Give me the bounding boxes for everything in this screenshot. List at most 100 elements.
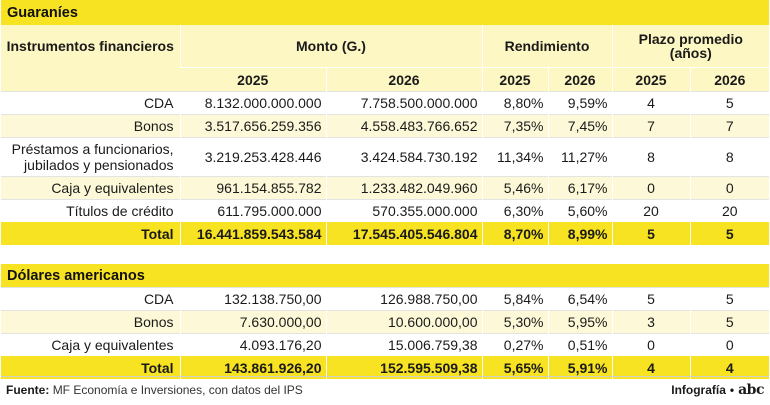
total-row: Total 143.861.926,20 152.595.509,38 5,65… — [1, 356, 770, 379]
dolares-section-header: Dólares americanos — [1, 264, 770, 288]
row-label: Préstamos a funcionarios, jubilados y pe… — [1, 137, 180, 177]
row-label: CDA — [1, 287, 180, 311]
yield-2026: 7,45% — [547, 114, 612, 138]
source-note: Fuente: MF Economía e Inversiones, con d… — [6, 383, 303, 397]
term-2025: 4 — [611, 91, 690, 115]
total-amount-2026: 17.545.405.546.804 — [325, 222, 482, 245]
dolares-table: Dólares americanos CDA 132.138.750,00 12… — [1, 264, 770, 379]
total-amount-2026: 152.595.509,38 — [325, 356, 482, 379]
footer-divider — [1, 376, 769, 377]
term-2025: 3 — [611, 310, 690, 334]
row-label: Caja y equivalentes — [1, 333, 180, 356]
total-label: Total — [1, 222, 180, 245]
yield-2026: 6,54% — [547, 287, 612, 311]
row-label: Títulos de crédito — [1, 199, 180, 222]
total-yield-2025: 5,65% — [481, 356, 548, 379]
col-term-header: Plazo promedio (años) — [611, 25, 770, 68]
year-header: 2025 — [180, 67, 326, 92]
yield-2025: 0,27% — [481, 333, 548, 356]
credit: Infografía • abc — [671, 382, 764, 398]
row-label: Bonos — [1, 114, 180, 138]
yield-2025: 11,34% — [481, 137, 548, 177]
amount-2026: 4.558.483.766.652 — [325, 114, 482, 138]
yield-2026: 5,95% — [547, 310, 612, 334]
yield-2026: 9,59% — [547, 91, 612, 115]
amount-2025: 3.517.656.259.356 — [179, 114, 326, 138]
row-label: Bonos — [1, 310, 180, 334]
total-term-2025: 4 — [611, 356, 690, 379]
term-2026: 7 — [689, 114, 770, 138]
total-amount-2025: 143.861.926,20 — [179, 356, 326, 379]
total-label: Total — [1, 356, 180, 379]
header-row: Instrumentos financieros Monto (G.) Rend… — [1, 25, 770, 92]
amount-2025: 611.795.000.000 — [179, 199, 326, 222]
term-2026: 0 — [689, 176, 770, 200]
amount-2026: 3.424.584.730.192 — [325, 137, 482, 177]
section-gap — [0, 245, 770, 264]
term-2026: 5 — [689, 91, 770, 115]
year-header: 2026 — [547, 67, 612, 92]
total-term-2025: 5 — [611, 222, 690, 245]
term-2026: 8 — [689, 137, 770, 177]
yield-2025: 8,80% — [481, 91, 548, 115]
term-2025: 20 — [611, 199, 690, 222]
yield-2025: 7,35% — [481, 114, 548, 138]
term-2025: 7 — [611, 114, 690, 138]
footer: Fuente: MF Economía e Inversiones, con d… — [6, 382, 764, 398]
table-row: Títulos de crédito 611.795.000.000 570.3… — [1, 199, 770, 222]
total-yield-2026: 5,91% — [547, 356, 612, 379]
source-text: MF Economía e Inversiones, con datos del… — [52, 383, 303, 397]
term-2026: 0 — [689, 333, 770, 356]
term-2025: 5 — [611, 287, 690, 311]
guaranies-section-header: Guaraníes — [1, 0, 770, 25]
amount-2025: 4.093.176,20 — [179, 333, 326, 356]
abc-logo: abc — [738, 382, 764, 398]
table-row: CDA 8.132.000.000.000 7.758.500.000.000 … — [1, 91, 770, 115]
amount-2025: 8.132.000.000.000 — [179, 91, 326, 115]
term-2026: 20 — [689, 199, 770, 222]
yield-2026: 11,27% — [547, 137, 612, 177]
yield-2025: 5,30% — [481, 310, 548, 334]
row-label: CDA — [1, 91, 180, 115]
amount-2025: 7.630.000,00 — [179, 310, 326, 334]
total-yield-2025: 8,70% — [481, 222, 548, 245]
col-amount-header: Monto (G.) — [179, 25, 482, 68]
year-header: 2025 — [481, 67, 548, 92]
term-2026: 5 — [689, 310, 770, 334]
credit-separator: • — [729, 383, 735, 397]
yield-2025: 5,84% — [481, 287, 548, 311]
col-yield-header: Rendimiento — [481, 25, 612, 68]
yield-2025: 6,30% — [481, 199, 548, 222]
row-label: Caja y equivalentes — [1, 176, 180, 200]
amount-2026: 1.233.482.049.960 — [325, 176, 482, 200]
amount-2025: 3.219.253.428.446 — [179, 137, 326, 177]
yield-2026: 0,51% — [547, 333, 612, 356]
year-header-row: 2025 2026 2025 2026 2025 2026 — [1, 67, 770, 92]
amount-2026: 570.355.000.000 — [325, 199, 482, 222]
term-2025: 8 — [611, 137, 690, 177]
term-2025: 0 — [611, 176, 690, 200]
total-term-2026: 4 — [689, 356, 770, 379]
yield-2026: 5,60% — [547, 199, 612, 222]
amount-2026: 126.988.750,00 — [325, 287, 482, 311]
total-yield-2026: 8,99% — [547, 222, 612, 245]
table-row: Caja y equivalentes 4.093.176,20 15.006.… — [1, 333, 770, 356]
guaranies-table: Guaraníes Instrumentos financieros Monto… — [1, 0, 770, 245]
table-row: Bonos 3.517.656.259.356 4.558.483.766.65… — [1, 114, 770, 138]
table-row: Caja y equivalentes 961.154.855.782 1.23… — [1, 176, 770, 200]
amount-2025: 132.138.750,00 — [179, 287, 326, 311]
col-instruments-header: Instrumentos financieros — [1, 25, 180, 92]
credit-label: Infografía — [671, 383, 726, 397]
source-label: Fuente: — [6, 383, 50, 397]
table-row: Bonos 7.630.000,00 10.600.000,00 5,30% 5… — [1, 310, 770, 334]
guaranies-title: Guaraníes — [1, 0, 770, 25]
term-2026: 5 — [689, 287, 770, 311]
table-row: Préstamos a funcionarios, jubilados y pe… — [1, 137, 770, 177]
amount-2026: 7.758.500.000.000 — [325, 91, 482, 115]
yield-2026: 6,17% — [547, 176, 612, 200]
total-row: Total 16.441.859.543.584 17.545.405.546.… — [1, 222, 770, 245]
year-header: 2026 — [325, 67, 482, 92]
amount-2026: 10.600.000,00 — [325, 310, 482, 334]
term-2025: 0 — [611, 333, 690, 356]
